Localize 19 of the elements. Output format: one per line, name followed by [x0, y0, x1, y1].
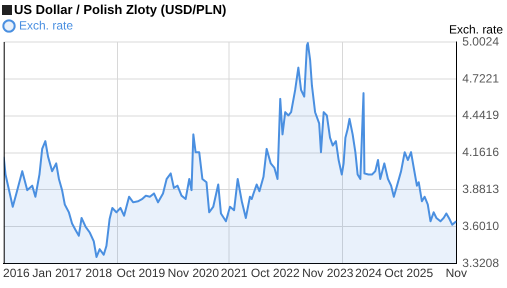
y-tick-label: 4.4419	[462, 108, 500, 122]
x-tick-label: Nov 2020	[168, 266, 220, 280]
y-tick-label: 3.6010	[462, 218, 500, 233]
y-tick-label: 4.1616	[462, 145, 500, 160]
x-tick-label: 2024	[355, 266, 382, 280]
x-tick-label: Jan 2017	[32, 266, 82, 280]
y-tick-label: 3.8813	[462, 182, 500, 196]
x-tick-label: 2016	[3, 266, 30, 280]
x-tick-label: 2021	[220, 266, 248, 280]
x-tick-label: Nov 2023	[302, 266, 354, 280]
y-axis-title: Exch. rate	[448, 22, 504, 36]
x-tick-label: Oct 2022	[250, 266, 300, 280]
x-tick-label: Oct 2019	[116, 266, 166, 280]
x-tick-label: Oct 2025	[384, 266, 434, 280]
x-tick-label: 2018	[85, 266, 112, 280]
y-tick-label: 4.7221	[462, 71, 500, 86]
chart-title: US Dollar / Polish Zloty (USD/PLN)	[14, 2, 226, 17]
legend-label: Exch. rate	[19, 18, 74, 32]
y-tick-label: 5.0024	[462, 34, 500, 48]
